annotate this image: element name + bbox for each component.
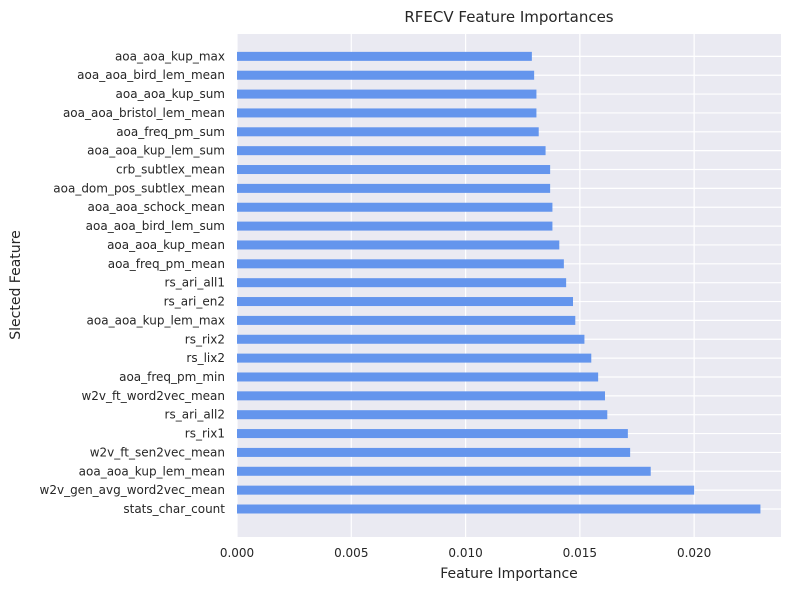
bar xyxy=(237,51,532,61)
bar xyxy=(237,108,537,118)
category-label: aoa_aoa_bird_lem_mean xyxy=(77,68,225,82)
bar xyxy=(237,391,605,401)
bar xyxy=(237,221,553,231)
category-label: aoa_aoa_bristol_lem_mean xyxy=(63,106,225,120)
y-axis-label: Slected Feature xyxy=(8,230,24,339)
category-label: w2v_ft_sen2vec_mean xyxy=(90,445,225,459)
bar xyxy=(237,259,564,269)
x-tick-labels: 0.000 0.005 0.010 0.015 0.020 xyxy=(220,546,712,560)
category-label: aoa_aoa_kup_mean xyxy=(107,238,225,252)
bar xyxy=(237,410,608,420)
category-label: aoa_freq_pm_sum xyxy=(116,125,225,139)
category-label: rs_lix2 xyxy=(186,351,225,365)
chart-title: RFECV Feature Importances xyxy=(404,8,613,26)
category-label: aoa_freq_pm_mean xyxy=(108,257,225,271)
bar xyxy=(237,146,546,156)
x-tick-label: 0.000 xyxy=(220,546,254,560)
category-label: aoa_dom_pos_subtlex_mean xyxy=(53,181,225,195)
x-tick-label: 0.020 xyxy=(677,546,711,560)
bar xyxy=(237,202,553,212)
category-label: aoa_aoa_kup_lem_mean xyxy=(79,464,225,478)
category-label: aoa_freq_pm_min xyxy=(119,370,225,384)
bar xyxy=(237,315,576,325)
category-label: rs_rix1 xyxy=(185,427,225,441)
bars xyxy=(237,51,761,514)
category-label: rs_ari_en2 xyxy=(164,295,225,309)
bar xyxy=(237,353,592,363)
category-label: aoa_aoa_kup_sum xyxy=(116,87,225,101)
x-tick-label: 0.005 xyxy=(334,546,368,560)
category-label: aoa_aoa_schock_mean xyxy=(88,200,225,214)
category-label: crb_subtlex_mean xyxy=(116,163,225,177)
category-label: rs_ari_all1 xyxy=(165,276,225,290)
bar xyxy=(237,372,599,382)
category-labels: stats_char_count w2v_gen_avg_word2vec_mea… xyxy=(40,49,226,516)
bar xyxy=(237,447,631,457)
bar xyxy=(237,183,551,193)
bar xyxy=(237,334,585,344)
category-label: w2v_gen_avg_word2vec_mean xyxy=(40,483,225,497)
category-label: w2v_ft_word2vec_mean xyxy=(81,389,225,403)
category-label: aoa_aoa_kup_lem_sum xyxy=(87,144,225,158)
category-label: aoa_aoa_kup_max xyxy=(115,49,225,63)
bar xyxy=(237,127,539,137)
category-label: rs_rix2 xyxy=(185,332,225,346)
category-label: rs_ari_all2 xyxy=(165,408,225,422)
bar xyxy=(237,70,535,80)
bar xyxy=(237,466,651,476)
category-label: stats_char_count xyxy=(123,502,225,516)
x-tick-label: 0.010 xyxy=(448,546,482,560)
bar xyxy=(237,89,537,99)
x-tick-label: 0.015 xyxy=(563,546,597,560)
bar xyxy=(237,485,695,495)
bar xyxy=(237,297,573,307)
bar xyxy=(237,429,628,439)
category-label: aoa_aoa_bird_lem_sum xyxy=(86,219,225,233)
bar xyxy=(237,165,551,175)
category-label: aoa_aoa_kup_lem_max xyxy=(87,313,225,327)
bar xyxy=(237,240,560,250)
bar xyxy=(237,504,761,514)
x-axis-label: Feature Importance xyxy=(440,566,578,582)
bar xyxy=(237,278,567,288)
